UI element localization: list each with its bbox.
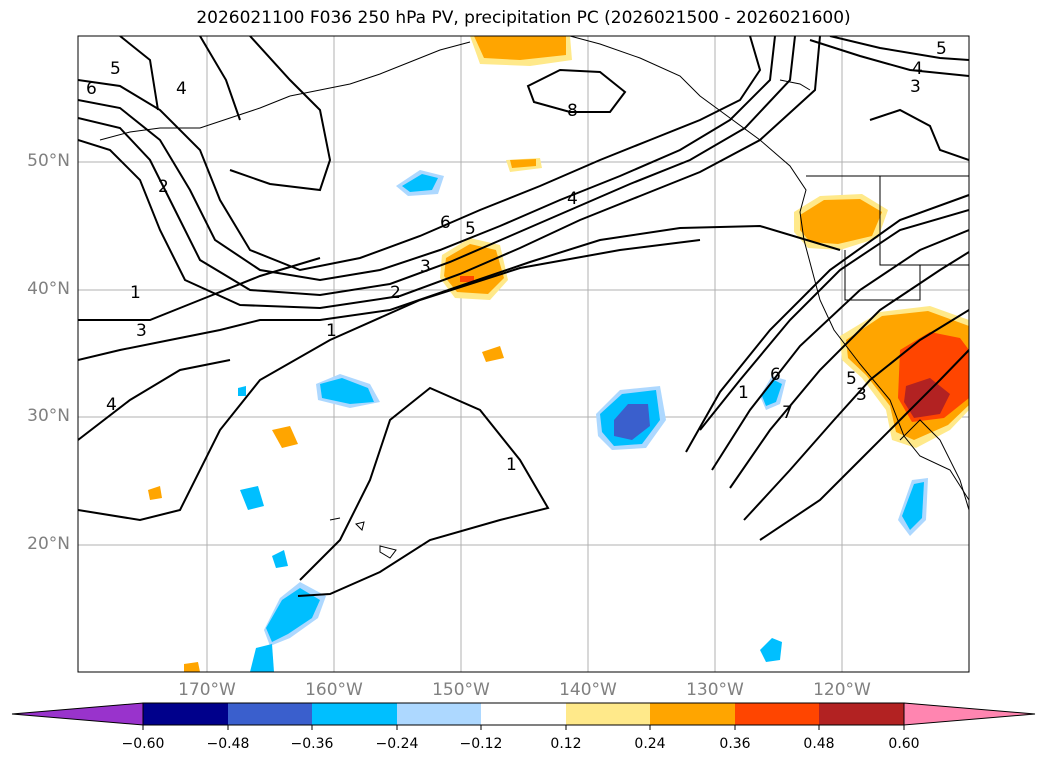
precip-blob <box>474 36 566 60</box>
colorbar-tick-label: −0.48 <box>206 736 250 752</box>
contour-label: 6 <box>86 79 97 99</box>
colorbar-tick-label: −0.36 <box>290 736 334 752</box>
contour-label: 5 <box>936 39 947 59</box>
precip-blob <box>266 588 320 642</box>
colorbar-segment <box>228 703 312 725</box>
colorbar-segment <box>397 703 481 725</box>
contour-label: 3 <box>420 257 431 277</box>
lon-label-130w: 130°W <box>686 680 744 700</box>
colorbar-tick-label: 0.60 <box>888 736 920 752</box>
colorbar-segment <box>312 703 397 725</box>
contour-label: 7 <box>782 403 793 423</box>
contour-label: 6 <box>440 213 451 233</box>
colorbar-tick-label: −0.12 <box>459 736 503 752</box>
precip-blob <box>240 486 264 510</box>
colorbar-frame <box>142 702 905 726</box>
precip-blob <box>510 159 536 168</box>
colorbar-segment <box>650 703 735 725</box>
lon-label-140w: 140°W <box>559 680 617 700</box>
contour-label: 4 <box>567 189 578 209</box>
contour-label: 3 <box>910 77 921 97</box>
contour-label: 1 <box>738 383 749 403</box>
colorbar <box>11 702 1036 730</box>
colorbar-segment <box>143 703 228 725</box>
map-frame <box>77 35 970 673</box>
precip-blob <box>238 386 246 396</box>
contour-label: 4 <box>176 79 187 99</box>
contour-labels: 5 4 6 2 1 3 4 6 5 3 2 1 8 4 3 5 6 1 7 1 … <box>86 39 947 475</box>
precip-blob <box>272 550 288 568</box>
colorbar-extend-high <box>903 702 1036 726</box>
colorbar-tick-label: −0.24 <box>375 736 419 752</box>
precip-blob <box>148 486 162 500</box>
contour-label: 1 <box>326 321 337 341</box>
lat-label-50n: 50°N <box>27 151 70 171</box>
lat-label-20n: 20°N <box>27 534 70 554</box>
colorbar-segment <box>819 703 904 725</box>
precip-blob <box>800 199 882 244</box>
colorbar-extend-low <box>11 702 144 726</box>
lon-label-170w: 170°W <box>178 680 236 700</box>
precip-blob <box>320 378 374 404</box>
precip-blob <box>250 644 274 672</box>
precip-blob <box>272 426 298 448</box>
colorbar-tick-label: −0.60 <box>121 736 165 752</box>
precip-negative-fills <box>238 170 928 672</box>
precip-positive-fills <box>148 36 969 672</box>
precip-blob <box>760 638 782 662</box>
colorbar-tick-label: 0.12 <box>550 736 582 752</box>
contour-label: 4 <box>106 395 117 415</box>
pv-contours <box>78 36 969 597</box>
lon-label-160w: 160°W <box>305 680 363 700</box>
contour-label: 4 <box>912 59 923 79</box>
precip-blob <box>762 380 782 406</box>
precip-blob <box>184 662 200 672</box>
lat-label-30n: 30°N <box>27 406 70 426</box>
lon-label-120w: 120°W <box>813 680 871 700</box>
precip-blob <box>614 404 650 440</box>
precip-blob <box>902 482 924 530</box>
contour-label: 2 <box>158 177 169 197</box>
colorbar-segment <box>481 703 566 725</box>
chart-title: 2026021100 F036 250 hPa PV, precipitatio… <box>196 8 851 28</box>
precip-blob <box>482 346 504 362</box>
colorbar-tick-label: 0.24 <box>634 736 666 752</box>
lon-label-150w: 150°W <box>432 680 490 700</box>
lat-label-40n: 40°N <box>27 279 70 299</box>
contour-label: 1 <box>506 455 517 475</box>
contour-label: 5 <box>110 59 121 79</box>
precip-blob <box>460 276 474 282</box>
contour-label: 3 <box>136 321 147 341</box>
contour-label: 6 <box>770 365 781 385</box>
precip-blob <box>402 174 438 192</box>
contour-label: 8 <box>567 101 578 121</box>
colorbar-tick-label: 0.36 <box>719 736 751 752</box>
colorbar-tick-label: 0.48 <box>803 736 835 752</box>
contour-label: 1 <box>130 283 141 303</box>
colorbar-segment <box>566 703 650 725</box>
contour-label: 2 <box>390 283 401 303</box>
contour-label: 3 <box>856 385 867 405</box>
colorbar-segment <box>735 703 819 725</box>
contour-label: 5 <box>465 219 476 239</box>
contour-label: 5 <box>846 369 857 389</box>
coastlines <box>99 36 969 559</box>
precip-blob <box>904 378 950 418</box>
